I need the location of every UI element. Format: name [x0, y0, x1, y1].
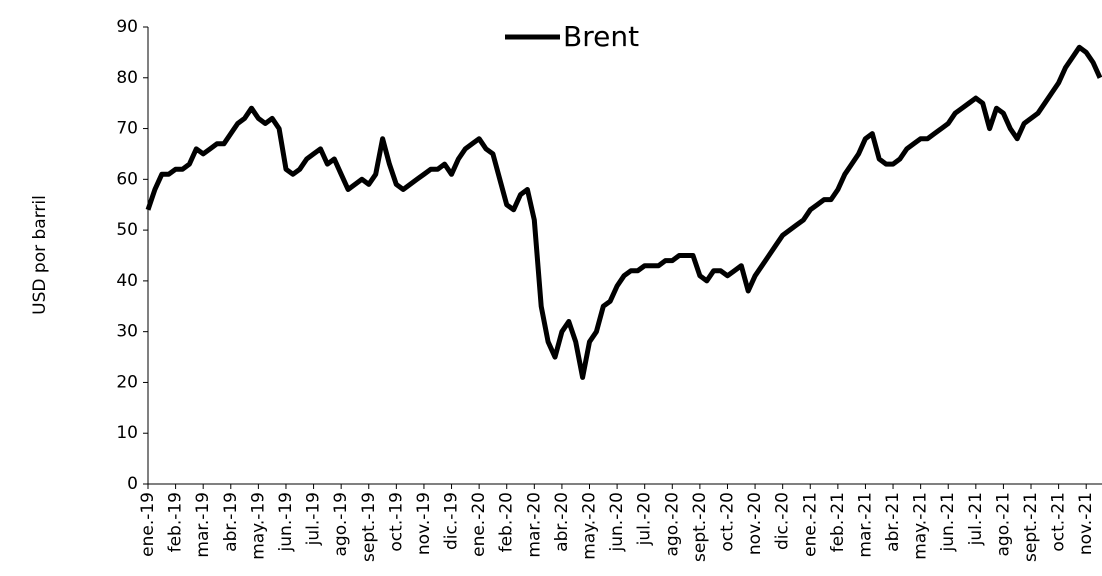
x-tick-label: oct.-19 — [386, 492, 406, 552]
y-tick-label: 10 — [116, 423, 138, 443]
x-tick-label: may.-19 — [248, 492, 268, 560]
x-tick-label: sept.-20 — [690, 492, 710, 562]
y-tick-label: 70 — [116, 119, 138, 139]
x-tick-label: sept.-21 — [1021, 492, 1041, 562]
y-tick-label: 0 — [127, 474, 138, 494]
y-axis-label: USD por barril — [30, 195, 50, 315]
line-series — [145, 44, 1102, 380]
y-tick-label: 80 — [116, 68, 138, 88]
x-tick-label: nov.-21 — [1076, 492, 1096, 555]
x-tick-label: mar.-19 — [193, 492, 213, 558]
x-tick-label: abr.-21 — [883, 492, 903, 552]
y-tick-label: 20 — [116, 372, 138, 392]
x-tick-label: feb.-20 — [497, 492, 517, 552]
x-tick-label: oct.-20 — [717, 492, 737, 552]
x-tick-label: dic.-19 — [442, 492, 462, 550]
y-tick-label: 50 — [116, 220, 138, 240]
x-tick-label: oct.-21 — [1049, 492, 1069, 552]
x-tick-label: ago.-19 — [331, 492, 351, 556]
x-tick-label: ene.-20 — [469, 492, 489, 557]
x-tick-label: jul.-21 — [966, 492, 986, 546]
x-tick-label: jul.-20 — [635, 492, 655, 546]
y-tick-label: 90 — [116, 17, 138, 37]
x-tick-label: abr.-19 — [221, 492, 241, 552]
x-tick-label: mar.-21 — [855, 492, 875, 558]
x-tick-label: mar.-20 — [524, 492, 544, 558]
x-tick-label: may.-21 — [911, 492, 931, 560]
legend-label: Brent — [563, 20, 639, 53]
x-tick-label: may.-20 — [580, 492, 600, 560]
x-tick-label: ene.-19 — [138, 492, 158, 557]
x-tick-label: sept.-19 — [359, 492, 379, 562]
x-tick-label: abr.-20 — [552, 492, 572, 552]
y-tick-label: 40 — [116, 271, 138, 291]
x-tick-label: jul.-19 — [304, 492, 324, 546]
y-tick-label: 60 — [116, 169, 138, 189]
x-tick-label: jun.-20 — [607, 492, 627, 552]
x-tick-label: jun.-21 — [938, 492, 958, 552]
x-tick-label: dic.-20 — [773, 492, 793, 550]
x-tick-label: ene.-21 — [800, 492, 820, 557]
x-tick-label: feb.-21 — [828, 492, 848, 552]
x-tick-label: nov.-20 — [745, 492, 765, 555]
x-tick-label: nov.-19 — [414, 492, 434, 555]
x-tick-label: jun.-19 — [276, 492, 296, 552]
x-tick-label: feb.-19 — [166, 492, 186, 552]
y-tick-label: 30 — [116, 322, 138, 342]
x-tick-label: ago.-21 — [993, 492, 1013, 556]
x-tick-label: ago.-20 — [662, 492, 682, 556]
